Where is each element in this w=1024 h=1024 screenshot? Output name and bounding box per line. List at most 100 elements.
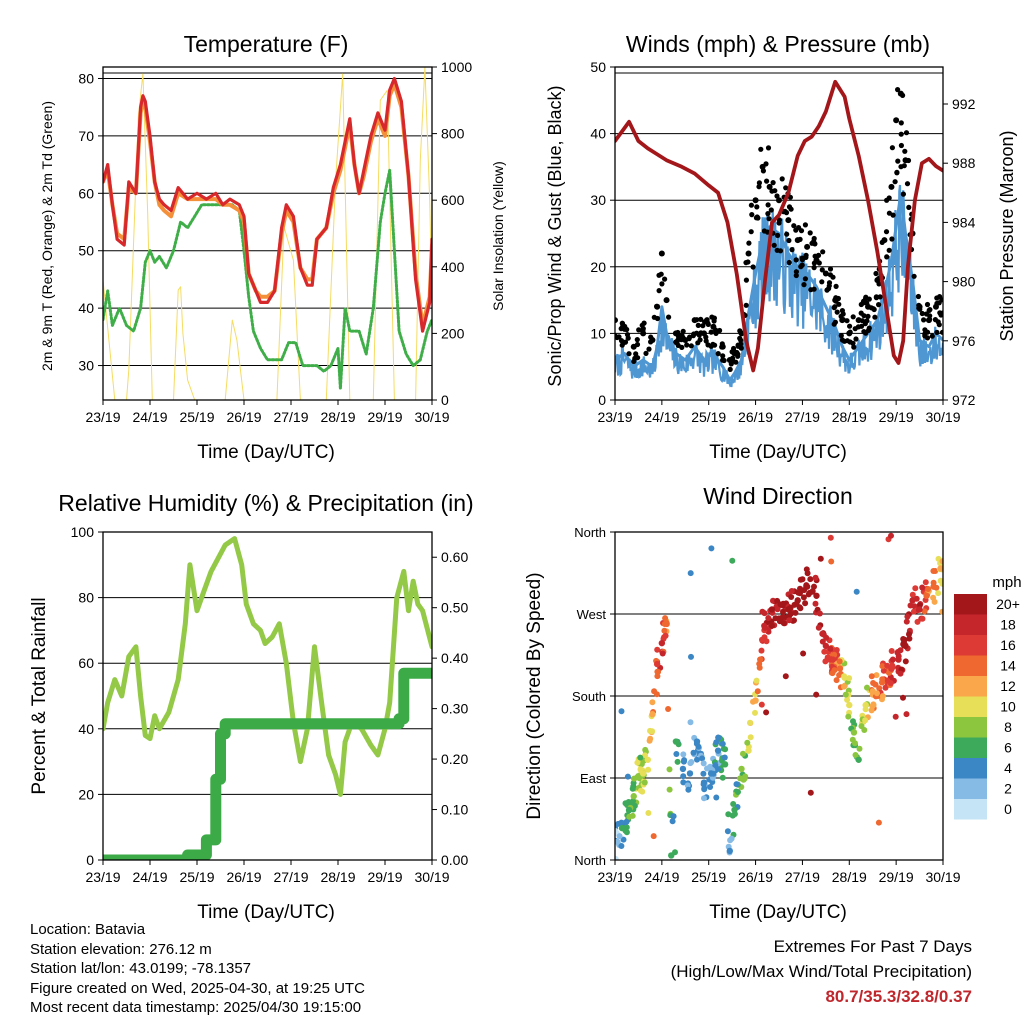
direction-point [813,691,820,698]
direction-point [879,693,886,700]
gust-point [733,359,739,365]
direction-point [939,608,943,615]
direction-point [831,667,838,674]
direction-point [819,630,826,637]
direction-point [875,819,882,826]
direction-point [904,613,911,620]
gust-point [758,146,764,152]
gust-point [895,158,901,164]
direction-point [668,852,675,859]
direction-point [624,773,631,780]
gust-point [838,333,844,339]
direction-point [815,624,822,631]
winds-y2tick-label: 980 [952,274,976,290]
humidity-xlabel: Time (Day/UTC) [197,902,335,923]
direction-point [630,793,637,800]
speed-legend: mph 20+ 18 16 14 12 10 8 6 4 2 0 [954,574,1022,820]
direction-point [769,622,775,629]
gust-point [940,310,943,317]
gust-point [698,316,704,322]
temperature-xtick-label: 23/19 [85,409,120,425]
gust-point [819,279,825,285]
gust-point [705,342,711,348]
direction-point [752,709,758,716]
direction-point [688,759,695,765]
gust-point [898,164,904,170]
direction-point [797,605,804,612]
gust-point [803,254,809,260]
gust-point [832,319,839,325]
legend-swatch [954,594,987,615]
humidity-y2tick-label: 0.00 [441,852,468,868]
gust-point [833,283,839,289]
gust-point [719,343,726,350]
direction-point [775,615,783,622]
humidity-y2tick-label: 0.40 [441,650,468,666]
gust-point [855,317,862,324]
gust-point [726,357,733,364]
gust-point [846,330,853,337]
direction-point [650,833,657,840]
gust-point [672,330,679,337]
gust-point [929,333,935,339]
gust-point [649,337,656,344]
gust-point [656,272,662,278]
gust-point [717,327,723,334]
gust-point [626,351,632,357]
winds-ytick-label: 10 [590,325,606,341]
direction-point [919,584,926,591]
gust-point [819,267,825,273]
legend-swatch [954,799,987,820]
gust-point [801,282,807,288]
direction-point [833,647,840,653]
winds-xtick-label: 26/19 [738,409,773,425]
gust-point [924,301,931,308]
humidity-plot: 0 20 40 60 80 100 0.00 0.10 0.20 0.30 0.40 0.50 0.60… [71,524,469,885]
direction-point [788,588,795,594]
latest-text: Most recent data timestamp: 2025/04/30 1… [30,999,362,1017]
direction-point [747,719,753,726]
direction-point [870,701,877,708]
direction-point [712,762,719,769]
direction-point [811,583,817,590]
gust-point [750,264,756,270]
gust-point [768,207,774,213]
gust-point [936,300,942,306]
direction-point [763,709,770,716]
direction-point [765,615,772,621]
direction-point [673,751,680,757]
direction-point [831,651,838,658]
direction-point [912,585,919,592]
gust-point [633,351,639,357]
gust-point [746,240,752,246]
winds-xtick-label: 25/19 [691,409,726,425]
gust-point [836,301,842,307]
gust-point [919,310,925,317]
direction-point [649,699,656,706]
gust-point [731,350,738,357]
direction-point [740,750,746,757]
winds-y2tick-label: 988 [952,155,976,171]
gust-point [766,183,773,190]
gust-point [783,185,789,191]
direction-point [919,615,926,622]
direction-point [780,620,787,627]
humidity-y2tick-label: 0.50 [441,600,468,616]
direction-point [615,828,619,834]
direction-point [782,673,789,680]
direction-point [752,697,759,704]
relative-humidity-line [103,536,432,797]
humidity-xtick-label: 24/19 [132,869,167,885]
temperature-y2tick-label: 0 [441,392,449,408]
direction-point [873,672,880,679]
gust-point [863,294,869,300]
gust-points [615,87,943,372]
gust-point [847,339,853,345]
gust-point [620,340,627,346]
gust-point [802,276,809,282]
gust-point [727,366,733,372]
winds-ylabel-left: Sonic/Prop Wind & Gust (Blue, Black) [545,85,565,386]
gust-point [935,319,941,325]
direction-xtick-label: 30/19 [925,869,960,885]
